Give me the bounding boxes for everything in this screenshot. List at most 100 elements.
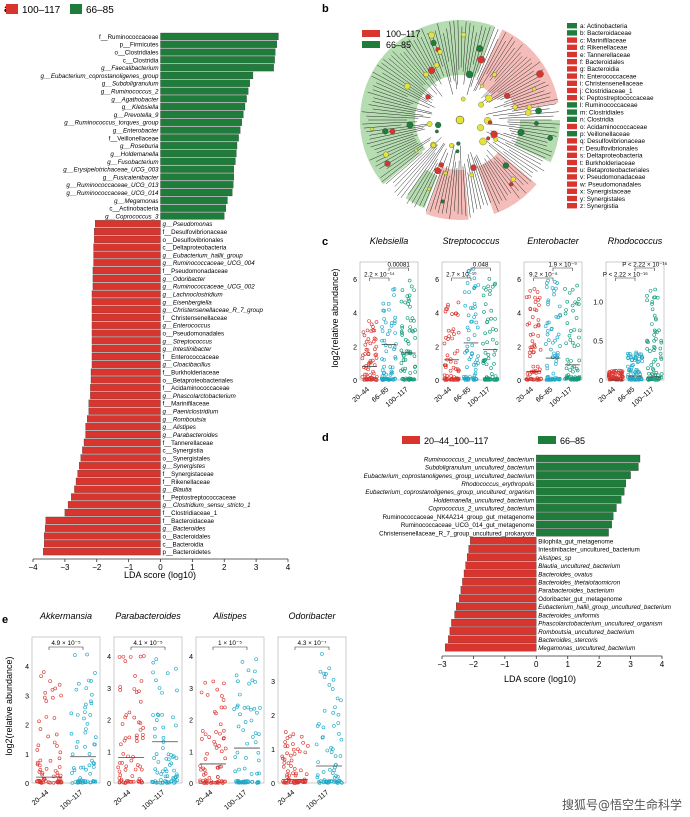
clade-branch xyxy=(494,90,545,109)
data-point xyxy=(393,356,398,361)
data-point xyxy=(529,376,534,381)
lda-bar xyxy=(91,321,161,329)
lda-bar xyxy=(91,337,161,345)
lda-bar-label: Megamonas_uncultured_bacterium xyxy=(538,645,635,652)
lda-bar xyxy=(160,32,279,41)
data-point xyxy=(393,315,397,320)
data-point xyxy=(156,760,161,764)
data-point xyxy=(537,370,542,374)
lda-bar-label: g__Pseudomonas xyxy=(163,221,213,228)
clade-branch xyxy=(394,147,433,187)
data-point xyxy=(653,287,657,292)
data-point xyxy=(159,778,163,782)
data-point xyxy=(652,348,656,352)
data-point xyxy=(241,781,246,785)
data-point xyxy=(200,737,204,741)
clade-branch xyxy=(414,162,438,208)
data-point xyxy=(471,376,475,380)
data-point xyxy=(473,284,478,289)
data-point xyxy=(140,780,144,785)
data-point xyxy=(218,722,223,727)
data-point xyxy=(139,679,144,683)
data-point xyxy=(650,372,654,376)
clade-branch xyxy=(467,158,478,210)
p-value: 9.2 × 10⁻⁵ xyxy=(529,272,558,279)
lda-bar-label: Alistipes_sp xyxy=(537,555,572,562)
y-tick-label: 0 xyxy=(189,781,193,788)
clade-branch xyxy=(430,170,444,212)
data-point xyxy=(467,328,471,333)
data-point xyxy=(442,341,447,346)
data-point xyxy=(280,754,285,759)
data-point xyxy=(569,359,573,363)
clade-branch xyxy=(508,123,556,129)
data-point xyxy=(371,369,375,374)
data-point xyxy=(527,350,532,355)
lda-bar-label: g__Erysipelotrichaceae_UCG_003 xyxy=(63,167,159,174)
data-point xyxy=(463,303,468,308)
data-point xyxy=(246,668,251,673)
data-point xyxy=(117,655,122,659)
data-point xyxy=(383,320,388,325)
data-point xyxy=(292,780,296,784)
data-point xyxy=(35,760,40,765)
data-point xyxy=(221,698,226,702)
data-point xyxy=(402,369,407,373)
clade-node xyxy=(425,94,431,100)
clade-branch xyxy=(489,40,516,78)
clade-branch xyxy=(446,28,455,81)
y-tick-label: 1 xyxy=(271,747,275,754)
data-point xyxy=(380,325,384,329)
lda-bar-label: g__Eubacterium_hallii_group xyxy=(163,252,244,259)
y-tick-label: 0 xyxy=(517,378,521,385)
data-point xyxy=(368,373,372,377)
data-point xyxy=(553,362,558,366)
key-swatch xyxy=(567,80,577,86)
clade-branch xyxy=(407,142,445,195)
clade-branch xyxy=(457,160,460,215)
data-point xyxy=(409,284,414,289)
data-point xyxy=(552,289,556,293)
panel-d-bars: Ruminococcus_2_uncultured_bacterium Subdo… xyxy=(364,454,671,652)
lda-bar xyxy=(160,149,237,158)
clade-node xyxy=(504,92,511,99)
y-tick-label: 0 xyxy=(271,781,275,788)
clade-branch xyxy=(369,127,424,140)
data-point xyxy=(175,688,179,693)
lda-bar-label: o__Bacteroidales xyxy=(163,533,211,540)
data-point xyxy=(283,740,287,744)
data-point xyxy=(127,735,132,740)
y-tick-label: 2 xyxy=(25,723,29,730)
data-point xyxy=(155,712,160,717)
tick-label: −1 xyxy=(500,660,510,669)
clade-branch xyxy=(509,130,551,140)
data-point xyxy=(413,328,417,332)
data-point xyxy=(472,276,477,281)
data-point xyxy=(555,351,560,355)
data-point xyxy=(443,376,447,381)
lda-bar xyxy=(83,438,161,446)
key-label: d: Rikenellaceae xyxy=(580,45,628,52)
data-point xyxy=(467,290,471,295)
lda-bar-label: Rhodococcus_erythropolis xyxy=(461,481,534,488)
lda-bar xyxy=(93,251,161,259)
x-tick-label: 20–44 xyxy=(352,386,371,404)
lda-bar xyxy=(459,594,537,603)
scatter-subplot: Parabacteroides 0 1 2 3 4 20–44 100–117 4.1 × 10… xyxy=(107,611,183,812)
data-point xyxy=(406,302,410,306)
data-point xyxy=(160,712,164,717)
data-point xyxy=(555,353,560,357)
data-point xyxy=(451,327,456,331)
data-point xyxy=(332,724,336,728)
data-point xyxy=(242,706,247,710)
data-point xyxy=(393,377,397,381)
data-point xyxy=(303,750,308,755)
data-point xyxy=(633,358,637,363)
data-point xyxy=(142,654,146,658)
data-point xyxy=(129,758,134,763)
data-point xyxy=(174,666,178,671)
data-point xyxy=(90,758,94,763)
data-point xyxy=(572,344,577,348)
data-point xyxy=(532,307,537,312)
